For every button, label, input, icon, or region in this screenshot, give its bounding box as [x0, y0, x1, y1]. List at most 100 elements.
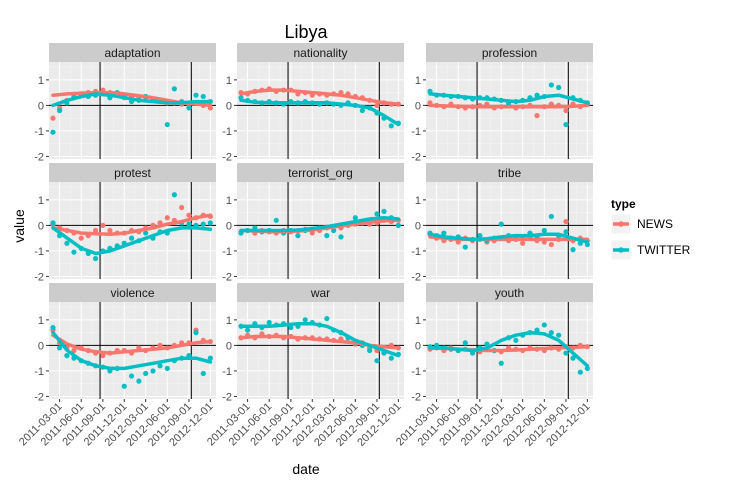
- twitter-point: [200, 370, 206, 377]
- panel-war: war-2-1012011-03-012011-06-012011-09-012…: [205, 283, 404, 449]
- twitter-point: [331, 227, 337, 234]
- twitter-point: [498, 360, 504, 366]
- twitter-point: [374, 211, 380, 217]
- twitter-point: [143, 370, 149, 377]
- y-tick-label: -1: [222, 126, 232, 138]
- y-tick-label: 1: [415, 75, 421, 87]
- twitter-point: [338, 234, 344, 240]
- news-point: [374, 102, 380, 108]
- facet-strip-label: violence: [110, 286, 154, 300]
- y-tick-label: -1: [34, 366, 44, 378]
- facet-panels: adaptation-2-101nationality-2-101profess…: [17, 43, 593, 449]
- twitter-point: [584, 365, 590, 371]
- panel-profession: profession -2 -1 0 1: [411, 43, 593, 163]
- twitter-point: [570, 355, 576, 361]
- twitter-point: [71, 249, 77, 255]
- facet-strip: [49, 283, 216, 302]
- twitter-smooth-line: [239, 321, 401, 358]
- twitter-point: [388, 123, 394, 129]
- facet-strip-label: profession: [482, 46, 537, 60]
- twitter-point: [143, 230, 149, 236]
- twitter-smooth-line: [51, 330, 213, 371]
- y-tick-label: 1: [226, 75, 232, 87]
- facet-strip-label: youth: [495, 286, 524, 300]
- legend-label-news: NEWS: [637, 217, 673, 231]
- twitter-point: [395, 222, 401, 228]
- y-tick-label: -2: [222, 151, 232, 163]
- y-tick-label: -1: [34, 246, 44, 258]
- y-tick-label: 0: [226, 100, 232, 112]
- legend-key-twitter-point: [618, 247, 624, 253]
- y-tick-label: -1: [222, 246, 232, 258]
- facet-strip-label: tribe: [498, 166, 522, 180]
- twitter-point: [244, 327, 251, 333]
- panel-protest: protest -2 -1 0 1: [34, 163, 216, 283]
- twitter-point: [266, 319, 272, 326]
- y-tick-label: 0: [415, 220, 421, 232]
- twitter-point: [164, 365, 170, 371]
- facet-strip-label: adaptation: [104, 46, 160, 60]
- twitter-smooth-line: [239, 215, 401, 233]
- twitter-point: [352, 215, 358, 221]
- twitter-point: [324, 233, 330, 239]
- twitter-point: [200, 221, 206, 227]
- news-point: [71, 347, 77, 354]
- facet-strip-label: terrorist_org: [288, 166, 353, 180]
- y-tick-label: -2: [222, 271, 232, 283]
- twitter-point: [541, 322, 547, 328]
- facet-strip-label: war: [310, 286, 330, 300]
- y-tick-label: -2: [411, 391, 421, 403]
- panel-violence: violence-2-1012011-03-012011-06-012011-0…: [17, 283, 216, 449]
- news-point: [179, 204, 185, 211]
- legend-label-twitter: TWITTER: [637, 243, 691, 257]
- twitter-point: [56, 107, 63, 114]
- y-tick-label: 1: [38, 195, 44, 207]
- twitter-point: [556, 84, 562, 91]
- news-smooth-line: [428, 103, 590, 109]
- twitter-point: [302, 317, 308, 323]
- y-tick-label: 0: [38, 340, 44, 352]
- y-tick-label: 0: [415, 100, 421, 112]
- y-axis-title: value: [11, 209, 27, 243]
- twitter-smooth-line: [428, 92, 590, 105]
- twitter-point: [186, 221, 192, 227]
- twitter-point: [513, 337, 519, 343]
- legend-title: type: [611, 197, 636, 211]
- facet-strip: [426, 163, 593, 182]
- twitter-point: [541, 227, 547, 234]
- y-tick-label: 1: [38, 315, 44, 327]
- twitter-point: [92, 255, 99, 262]
- twitter-point: [563, 121, 569, 128]
- news-point: [157, 342, 163, 348]
- facet-strip: [237, 163, 404, 182]
- twitter-point: [388, 355, 394, 361]
- twitter-point: [200, 93, 206, 100]
- twitter-point: [381, 208, 387, 214]
- y-tick-label: -1: [411, 246, 421, 258]
- twitter-point: [128, 235, 135, 241]
- news-point: [92, 227, 99, 234]
- twitter-point: [207, 220, 213, 226]
- panel-youth: youth-2-1012011-03-012011-06-012011-09-0…: [394, 283, 593, 449]
- twitter-point: [50, 220, 56, 226]
- legend: type NEWS TWITTER: [610, 197, 691, 261]
- twitter-smooth-line: [428, 232, 590, 244]
- twitter-point: [556, 332, 562, 338]
- y-tick-label: -2: [411, 151, 421, 163]
- news-point: [186, 212, 192, 218]
- news-point: [563, 107, 569, 114]
- twitter-point: [577, 369, 583, 375]
- twitter-point: [563, 229, 569, 235]
- news-point: [50, 115, 56, 121]
- news-point: [164, 215, 170, 221]
- y-tick-label: 1: [415, 195, 421, 207]
- twitter-point: [441, 230, 447, 236]
- twitter-point: [171, 86, 177, 92]
- twitter-point: [563, 350, 569, 356]
- y-tick-label: 1: [38, 75, 44, 87]
- news-point: [548, 241, 554, 248]
- y-tick-label: -2: [34, 271, 44, 283]
- facet-strip: [426, 283, 593, 302]
- twitter-point: [295, 233, 301, 239]
